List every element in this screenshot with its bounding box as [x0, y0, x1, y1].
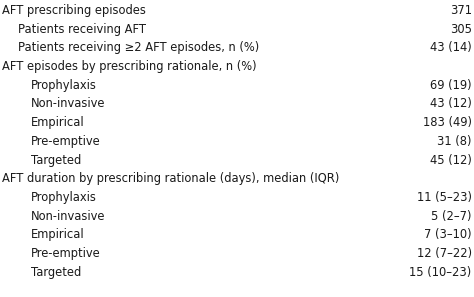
Text: AFT duration by prescribing rationale (days), median (IQR): AFT duration by prescribing rationale (d…	[2, 172, 340, 185]
Text: 69 (19): 69 (19)	[430, 79, 472, 92]
Text: Targeted: Targeted	[31, 154, 81, 167]
Text: AFT prescribing episodes: AFT prescribing episodes	[2, 4, 146, 17]
Text: Prophylaxis: Prophylaxis	[31, 191, 97, 204]
Text: Empirical: Empirical	[31, 116, 84, 129]
Text: Targeted: Targeted	[31, 266, 81, 279]
Text: Prophylaxis: Prophylaxis	[31, 79, 97, 92]
Text: Non-invasive: Non-invasive	[31, 210, 105, 223]
Text: 11 (5–23): 11 (5–23)	[417, 191, 472, 204]
Text: Patients receiving ≥2 AFT episodes, n (%): Patients receiving ≥2 AFT episodes, n (%…	[18, 41, 259, 54]
Text: 43 (14): 43 (14)	[430, 41, 472, 54]
Text: 43 (12): 43 (12)	[430, 97, 472, 110]
Text: 183 (49): 183 (49)	[423, 116, 472, 129]
Text: 12 (7–22): 12 (7–22)	[417, 247, 472, 260]
Text: Pre-emptive: Pre-emptive	[31, 247, 100, 260]
Text: Empirical: Empirical	[31, 228, 84, 241]
Text: 15 (10–23): 15 (10–23)	[410, 266, 472, 279]
Text: 45 (12): 45 (12)	[430, 154, 472, 167]
Text: 305: 305	[450, 23, 472, 36]
Text: 5 (2–7): 5 (2–7)	[431, 210, 472, 223]
Text: 31 (8): 31 (8)	[437, 135, 472, 148]
Text: Non-invasive: Non-invasive	[31, 97, 105, 110]
Text: 371: 371	[450, 4, 472, 17]
Text: Patients receiving AFT: Patients receiving AFT	[18, 23, 146, 36]
Text: Pre-emptive: Pre-emptive	[31, 135, 100, 148]
Text: AFT episodes by prescribing rationale, n (%): AFT episodes by prescribing rationale, n…	[2, 60, 257, 73]
Text: 7 (3–10): 7 (3–10)	[424, 228, 472, 241]
